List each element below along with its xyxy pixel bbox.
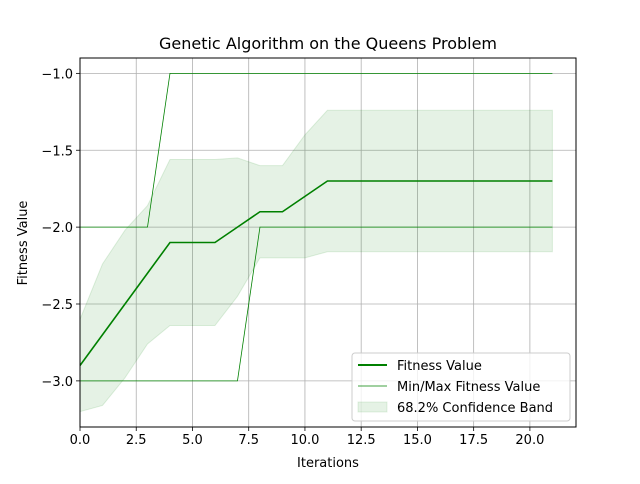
min-fitness-line [80,226,553,382]
legend: Fitness Value Min/Max Fitness Value 68.2… [351,352,571,422]
x-tick-label: 2.5 [126,433,147,448]
y-tick-label: −2.0 [41,221,73,236]
x-tick-label: 15.0 [403,433,432,448]
x-tick-label: 5.0 [182,433,203,448]
confidence-band [79,109,553,413]
legend-band-swatch [357,401,388,413]
x-tick-label: 20.0 [515,433,544,448]
plot-frame [79,57,577,428]
x-tick-label: 7.5 [238,433,259,448]
x-axis-ticks: 0.0 2.5 5.0 7.5 10.0 12.5 15.0 17.5 20.0 [70,427,544,448]
confidence-band-area [79,109,553,413]
x-tick-label: 12.5 [347,433,376,448]
legend-band-label: 68.2% Confidence Band [397,401,553,416]
fitness-value-line [79,180,553,366]
y-axis-ticks: −1.0 −1.5 −2.0 −2.5 −3.0 [41,67,80,390]
max-fitness-line [80,72,553,228]
legend-minmax-label: Min/Max Fitness Value [397,380,540,395]
y-tick-label: −1.0 [41,67,73,82]
legend-fitness-value-label: Fitness Value [397,359,482,374]
y-axis-label: Fitness Value [16,201,31,286]
x-tick-label: 0.0 [70,433,91,448]
x-tick-label: 17.5 [459,433,488,448]
x-axis-label: Iterations [297,456,359,471]
y-tick-label: −3.0 [41,375,73,390]
x-tick-label: 10.0 [290,433,319,448]
series-lines [79,72,553,382]
y-tick-label: −2.5 [41,298,73,313]
y-tick-label: −1.5 [41,144,73,159]
legend-box [351,352,571,422]
chart-title: Genetic Algorithm on the Queens Problem [159,34,497,53]
